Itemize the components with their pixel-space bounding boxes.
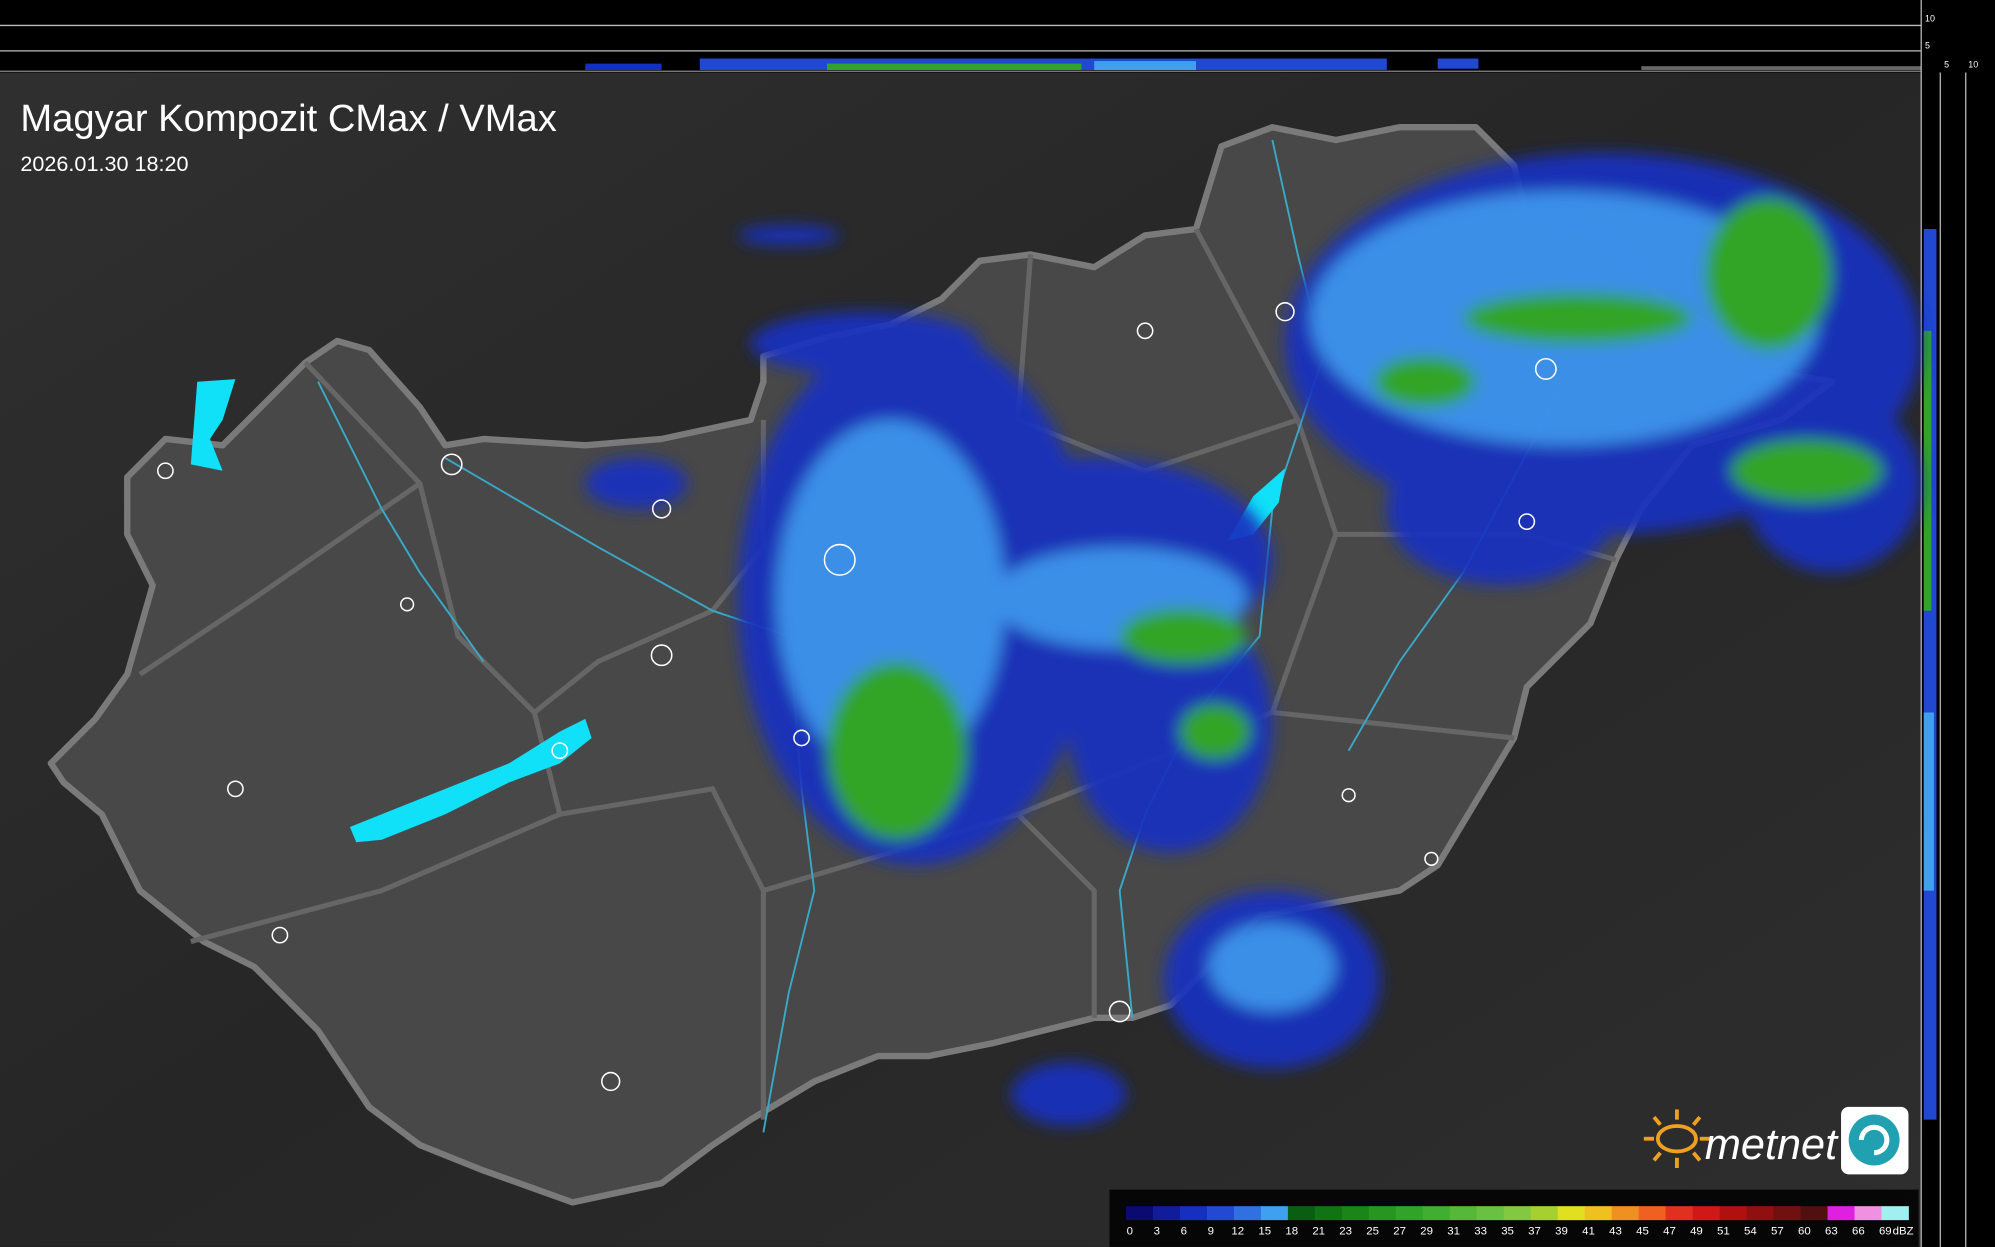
legend-swatch [1395,1206,1424,1221]
profile-tick-label: 10 [1925,14,1935,24]
legend-swatch [1557,1206,1586,1221]
legend-label: 29 [1420,1226,1433,1238]
legend-label: 43 [1609,1226,1622,1238]
legend: 0 3 6 9 12 15 18 21 23 25 27 29 31 33 35 37 39 41 43 45 47 49… [1126,1206,1914,1238]
legend-label: 6 [1181,1226,1187,1238]
legend-label: 9 [1208,1226,1214,1238]
legend-label: 45 [1636,1226,1649,1238]
legend-swatch [1530,1206,1559,1221]
legend-swatch [1179,1206,1208,1221]
legend-swatch [1233,1206,1262,1221]
legend-label: 63 [1825,1226,1838,1238]
legend-swatch [1584,1206,1613,1221]
legend-label: 27 [1393,1226,1406,1238]
legend-label: 33 [1474,1226,1487,1238]
map-title: Magyar Kompozit CMax / VMax [20,97,556,140]
timestamp: 2026.01.30 18:20 [20,151,188,176]
legend-label: 3 [1154,1226,1160,1238]
legend-swatch [1449,1206,1478,1221]
legend-swatch [1800,1206,1828,1221]
legend-swatch [1665,1206,1694,1221]
legend-label: 47 [1663,1226,1676,1238]
legend-label: 25 [1366,1226,1379,1238]
legend-label: 54 [1744,1226,1757,1238]
side-profile-echo [1923,229,1937,1120]
top-profile-echo [585,58,1922,70]
legend-swatch [1368,1206,1397,1221]
legend-label: 18 [1285,1226,1298,1238]
legend-swatch [1611,1206,1640,1221]
legend-label: 69 [1879,1226,1892,1238]
legend-swatch [1314,1206,1343,1221]
legend-label: 66 [1852,1226,1865,1238]
legend-swatch [1126,1206,1154,1221]
legend-swatch [1827,1206,1855,1221]
legend-label: 57 [1771,1226,1784,1238]
legend-label: 49 [1690,1226,1703,1238]
radar-echo [585,152,1922,1127]
legend-label: 60 [1798,1226,1811,1238]
legend-swatch [1854,1206,1882,1221]
profile-tick-label: 5 [1925,40,1930,50]
profile-tick-label: 5 [1944,59,1949,69]
legend-swatch [1287,1206,1316,1221]
settlements [157,302,1557,1092]
legend-label: 21 [1312,1226,1325,1238]
legend-swatch [1638,1206,1667,1221]
legend-label: 51 [1717,1226,1730,1238]
legend-swatch [1503,1206,1532,1221]
legend-swatch [1260,1206,1289,1221]
legend-label: 35 [1501,1226,1514,1238]
legend-label: 12 [1231,1226,1244,1238]
legend-swatch [1476,1206,1505,1221]
legend-swatch [1152,1206,1181,1221]
legend-swatch [1773,1206,1801,1221]
legend-swatch [1746,1206,1774,1221]
legend-label: 37 [1528,1226,1541,1238]
legend-swatch [1692,1206,1720,1221]
legend-swatch [1881,1206,1909,1221]
legend-swatch [1206,1206,1235,1221]
legend-swatch [1341,1206,1370,1221]
profile-tick-label: 10 [1968,59,1978,69]
legend-swatch [1719,1206,1747,1221]
legend-label: 23 [1339,1226,1352,1238]
logo-text: metnet [1705,1121,1839,1169]
legend-unit: dBZ [1893,1226,1914,1238]
legend-label: 15 [1258,1226,1271,1238]
legend-swatch [1422,1206,1451,1221]
legend-label: 31 [1447,1226,1460,1238]
logo: metnet [1643,1106,1909,1175]
legend-label: 0 [1127,1226,1133,1238]
legend-label: 39 [1555,1226,1568,1238]
legend-label: 41 [1582,1226,1595,1238]
